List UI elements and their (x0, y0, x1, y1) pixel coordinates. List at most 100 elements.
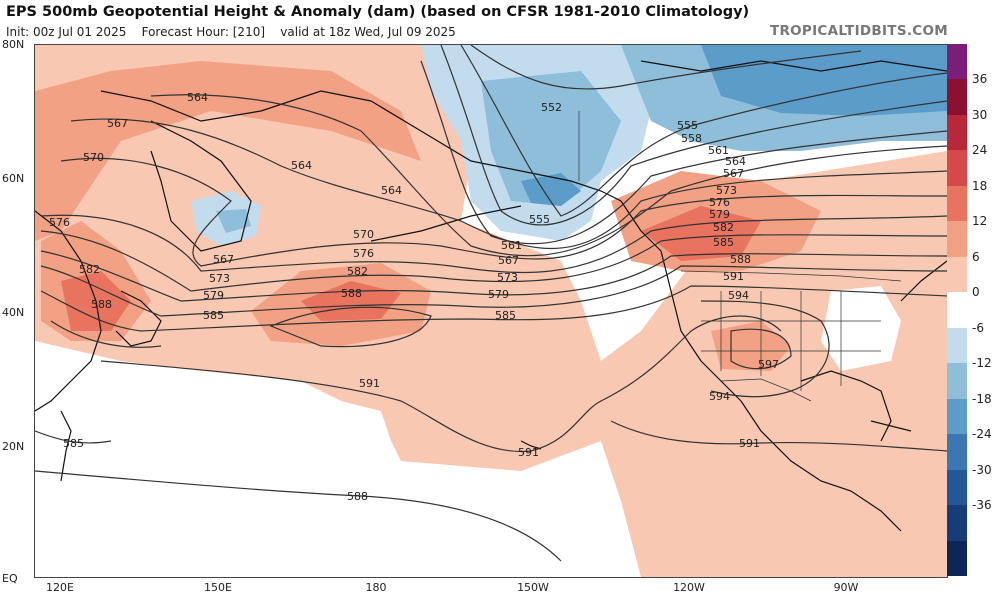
contour-label-594: 594 (728, 289, 749, 302)
chart-title: EPS 500mb Geopotential Height & Anomaly … (6, 4, 750, 20)
contour-label-573: 573 (209, 272, 230, 285)
coast-okhotsk (100, 90, 372, 122)
contour-label-597: 597 (758, 358, 779, 371)
lon-label-90w: 90W (833, 581, 859, 594)
positive-anomaly-east-pacific (35, 361, 641, 577)
contour-label-552: 552 (541, 101, 562, 114)
contour-label-588c: 588 (347, 490, 368, 503)
negative-anomaly-kamchatka-core (216, 209, 251, 233)
contour-label-555: 555 (529, 213, 550, 226)
contour-567 (70, 118, 947, 249)
colorbar-segment (947, 540, 967, 577)
colorbar-segment (947, 469, 967, 506)
colorbar-label: 12 (972, 214, 988, 229)
contour-561 (420, 60, 947, 245)
map-svg: 552 555 555 558 561 561 564 564 564 564 … (35, 45, 947, 577)
contour-labels: 552 555 555 558 561 561 564 564 564 564 … (49, 91, 779, 503)
colorbar-segment (947, 185, 967, 222)
contour-label-579b: 579 (488, 288, 509, 301)
lon-label-180: 180 (365, 581, 387, 594)
colorbar-label: 18 (972, 178, 988, 193)
colorbar-segment (947, 150, 967, 187)
contour-label-570b: 570 (353, 228, 374, 241)
borders (578, 111, 902, 402)
colorbar-label: -30 (972, 462, 992, 477)
contour-555 (460, 45, 947, 217)
contour-label-594b: 594 (709, 390, 730, 403)
contour-label-564c: 564 (381, 184, 402, 197)
contour-label-558: 558 (681, 132, 702, 145)
contour-label-576: 576 (49, 216, 70, 229)
lon-label-150e: 150E (204, 581, 232, 594)
chart-subtitle: Init: 00z Jul 01 2025 Forecast Hour: [21… (6, 25, 456, 39)
contour-label-582b: 582 (347, 265, 368, 278)
contour-label-588d: 588 (730, 253, 751, 266)
contour-label-588: 588 (91, 298, 112, 311)
height-contours (35, 45, 947, 562)
contour-573 (40, 214, 947, 274)
border-us-states (701, 291, 881, 391)
contour-591-east (610, 420, 947, 452)
anomaly-shading (35, 45, 947, 577)
coast-japan (115, 290, 162, 347)
contour-label-582: 582 (79, 263, 100, 276)
contour-label-564: 564 (187, 91, 208, 104)
contour-label-573b: 573 (497, 271, 518, 284)
colorbar-label: 36 (972, 72, 988, 87)
colorbar-segment (947, 327, 967, 364)
contour-579 (40, 250, 947, 302)
contour-585 (40, 285, 947, 332)
contour-597 (730, 328, 792, 370)
contour-582 (40, 265, 947, 317)
colorbar-label: 30 (972, 107, 988, 122)
colorbar-segment (947, 292, 967, 329)
contour-label-564d: 564 (725, 155, 746, 168)
contour-558 (440, 45, 947, 226)
positive-anomaly-asia-mid (35, 61, 421, 241)
lat-label-80n: 80N (2, 38, 25, 51)
contour-label-582c: 582 (713, 221, 734, 234)
anomaly-colorbar (947, 44, 967, 577)
lat-label-40n: 40N (2, 306, 25, 319)
contour-label-591: 591 (359, 377, 380, 390)
coast-kamchatka (150, 120, 252, 252)
contour-label-555b: 555 (677, 119, 698, 132)
contour-label-591c: 591 (723, 270, 744, 283)
colorbar-segment (947, 434, 967, 471)
colorbar-segment (947, 221, 967, 258)
contour-588b (35, 470, 562, 562)
coast-east-asia (35, 210, 102, 412)
forecast-hour: Forecast Hour: [210] (141, 25, 266, 39)
contour-label-579: 579 (203, 289, 224, 302)
colorbar-segment (947, 256, 967, 293)
contour-label-567: 567 (107, 117, 128, 130)
colorbar-segment (947, 363, 967, 400)
coast-hawaii (520, 440, 542, 450)
lat-label-eq: EQ (2, 572, 18, 585)
colorbar-segment (947, 398, 967, 435)
brand-watermark: TROPICALTIDBITS.COM (769, 23, 948, 39)
colorbar-segment (947, 114, 967, 151)
colorbar-label: -18 (972, 391, 992, 406)
colorbar-segment (947, 505, 967, 542)
contour-label-585c: 585 (713, 236, 734, 249)
contour-label-585: 585 (203, 309, 224, 322)
contour-label-588b: 588 (341, 287, 362, 300)
negative-anomaly-alaska-core (481, 71, 621, 206)
contour-label-570: 570 (83, 151, 104, 164)
contour-label-567c: 567 (498, 254, 519, 267)
colorbar-label: -24 (972, 427, 992, 442)
map-panel: 552 555 555 558 561 561 564 564 564 564 … (34, 44, 948, 578)
contour-564 (150, 94, 947, 257)
contour-label-591d: 591 (739, 437, 760, 450)
contour-label-579c: 579 (709, 208, 730, 221)
colorbar-label: -12 (972, 356, 992, 371)
contour-label-573c: 573 (716, 184, 737, 197)
contour-label-561: 561 (501, 239, 522, 252)
coast-aleutians (370, 205, 522, 242)
coast-gulf (800, 370, 892, 442)
coast-alaska (370, 100, 662, 252)
contour-label-585b: 585 (495, 309, 516, 322)
negative-anomaly-canada-core (701, 45, 947, 116)
contour-label-576c: 576 (709, 196, 730, 209)
